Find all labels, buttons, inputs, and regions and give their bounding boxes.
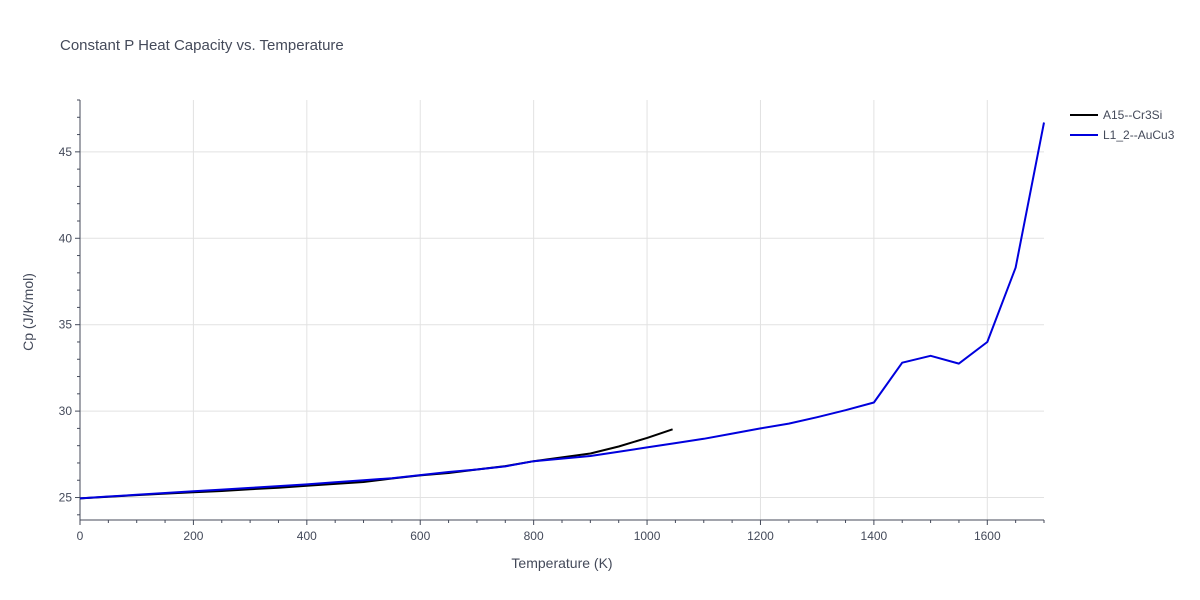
series-line-1	[79, 428, 673, 500]
y-axis-title: Cp (J/K/mol)	[20, 273, 36, 351]
x-tick-label: 800	[524, 529, 544, 543]
x-gridlines	[192, 100, 988, 520]
legend: A15--Cr3Si L1_2--AuCu3	[1070, 108, 1175, 142]
y-tick-label: 25	[59, 491, 73, 505]
y-gridlines	[80, 151, 1044, 499]
plot-area	[79, 122, 1045, 500]
x-tick-label: 400	[297, 529, 317, 543]
x-tick-label: 1400	[861, 529, 888, 543]
x-tick-label: 1200	[747, 529, 774, 543]
y-tick-label: 45	[59, 145, 73, 159]
x-tick-label: 200	[183, 529, 203, 543]
x-tick-label: 0	[77, 529, 84, 543]
y-tick-label: 35	[59, 318, 73, 332]
chart-title: Constant P Heat Capacity vs. Temperature	[60, 37, 344, 54]
y-tick-label: 30	[59, 404, 73, 418]
legend-label-1: A15--Cr3Si	[1103, 108, 1162, 122]
legend-label-2: L1_2--AuCu3	[1103, 128, 1175, 142]
x-tick-label: 1000	[634, 529, 661, 543]
x-tick-label: 600	[410, 529, 430, 543]
x-axis-title: Temperature (K)	[511, 555, 612, 571]
x-ticks: 0 200 400 600 800 1000 1200 1400 1600	[77, 520, 1045, 543]
y-tick-label: 40	[59, 231, 73, 245]
x-tick-label: 1600	[974, 529, 1001, 543]
series-line-2	[79, 122, 1045, 500]
y-ticks: 25 30 35 40 45	[59, 99, 80, 516]
